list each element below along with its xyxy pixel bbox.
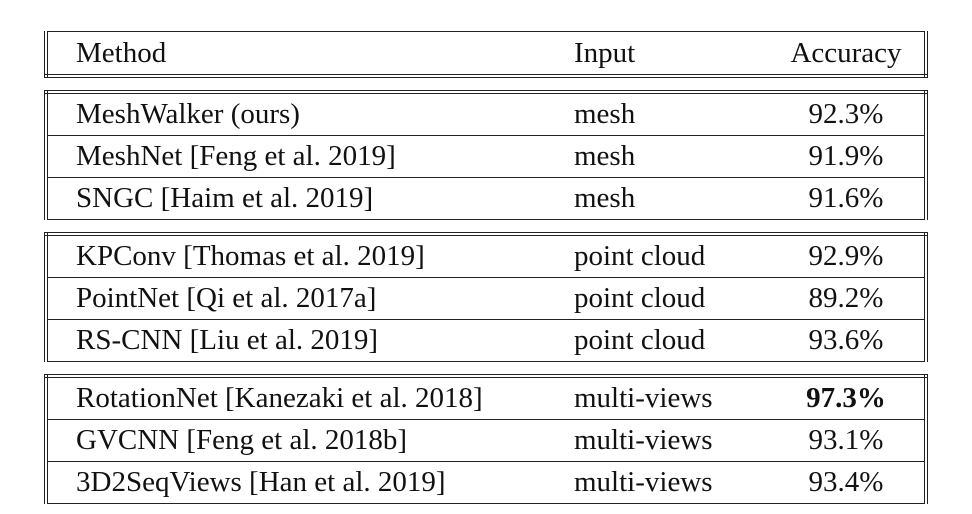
- method-cell: RS-CNN [Liu et al. 2019]: [44, 319, 574, 362]
- accuracy-value: 93.1%: [808, 424, 884, 456]
- input-cell: mesh: [574, 177, 768, 220]
- group-spacer: [46, 76, 926, 92]
- input-cell: point cloud: [574, 277, 768, 320]
- group-spacer: [46, 362, 926, 377]
- accuracy-value: 92.9%: [808, 240, 884, 272]
- accuracy-value: 91.9%: [808, 140, 884, 172]
- input-cell: point cloud: [574, 319, 768, 362]
- accuracy-value: 91.6%: [808, 182, 884, 214]
- accuracy-cell: 91.9%: [768, 135, 928, 178]
- table-row: SNGC [Haim et al. 2019] mesh 91.6%: [44, 177, 928, 220]
- table-row: MeshWalker (ours) mesh 92.3%: [44, 90, 928, 136]
- spacer-cell: [46, 362, 926, 377]
- accuracy-cell: 93.6%: [768, 319, 928, 362]
- table-body: Method Input Accuracy MeshWalker (ours) m…: [44, 31, 928, 504]
- accuracy-cell: 91.6%: [768, 177, 928, 220]
- table-row: RS-CNN [Liu et al. 2019] point cloud 93.6%: [44, 319, 928, 362]
- accuracy-value: 89.2%: [808, 282, 884, 314]
- accuracy-cell: 93.4%: [768, 461, 928, 504]
- accuracy-cell: 97.3%: [768, 374, 928, 420]
- input-cell: multi-views: [574, 374, 768, 420]
- accuracy-cell: 93.1%: [768, 419, 928, 462]
- accuracy-value: 93.6%: [808, 324, 884, 356]
- method-cell: RotationNet [Kanezaki et al. 2018]: [44, 374, 574, 420]
- table-row: 3D2SeqViews [Han et al. 2019] multi-views…: [44, 461, 928, 504]
- header-accuracy: Accuracy: [768, 31, 928, 78]
- table-row: MeshNet [Feng et al. 2019] mesh 91.9%: [44, 135, 928, 178]
- table-row: PointNet [Qi et al. 2017a] point cloud 89.…: [44, 277, 928, 320]
- method-cell: PointNet [Qi et al. 2017a]: [44, 277, 574, 320]
- group-spacer: [46, 220, 926, 235]
- input-cell: point cloud: [574, 232, 768, 278]
- input-cell: mesh: [574, 90, 768, 136]
- method-cell: KPConv [Thomas et al. 2019]: [44, 232, 574, 278]
- method-cell: SNGC [Haim et al. 2019]: [44, 177, 574, 220]
- input-cell: mesh: [574, 135, 768, 178]
- accuracy-value: 93.4%: [808, 466, 884, 498]
- table-row: KPConv [Thomas et al. 2019] point cloud 92…: [44, 232, 928, 278]
- input-cell: multi-views: [574, 461, 768, 504]
- table-row: RotationNet [Kanezaki et al. 2018] multi-…: [44, 374, 928, 420]
- header-method: Method: [44, 31, 574, 78]
- results-table: Method Input Accuracy MeshWalker (ours) m…: [44, 31, 928, 504]
- accuracy-cell: 92.3%: [768, 90, 928, 136]
- table-row: GVCNN [Feng et al. 2018b] multi-views 93.1…: [44, 419, 928, 462]
- accuracy-value: 92.3%: [808, 98, 884, 130]
- spacer-cell: [46, 76, 926, 92]
- method-cell: MeshWalker (ours): [44, 90, 574, 136]
- accuracy-cell: 92.9%: [768, 232, 928, 278]
- spacer-cell: [46, 220, 926, 235]
- input-cell: multi-views: [574, 419, 768, 462]
- header-row: Method Input Accuracy: [44, 31, 928, 78]
- method-cell: 3D2SeqViews [Han et al. 2019]: [44, 461, 574, 504]
- method-cell: GVCNN [Feng et al. 2018b]: [44, 419, 574, 462]
- method-cell: MeshNet [Feng et al. 2019]: [44, 135, 574, 178]
- accuracy-cell: 89.2%: [768, 277, 928, 320]
- accuracy-value-best: 97.3%: [806, 382, 886, 414]
- header-input: Input: [574, 31, 768, 78]
